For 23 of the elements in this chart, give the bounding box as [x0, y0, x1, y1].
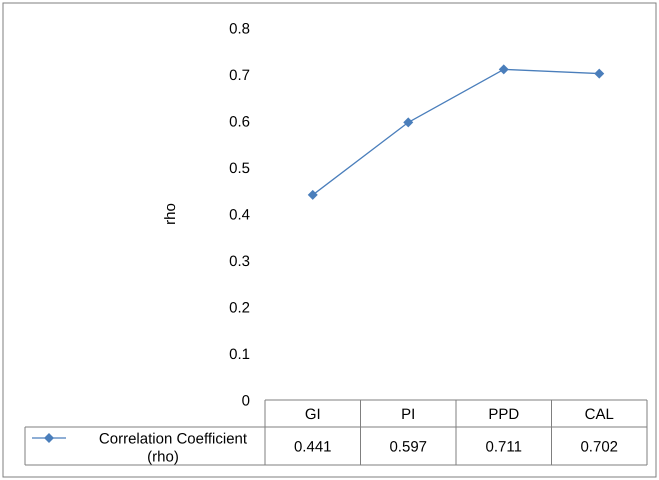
legend-label: Correlation Coefficient (rho) — [98, 430, 248, 466]
data-label: 0.441 — [294, 438, 332, 456]
data-label: 0.702 — [580, 438, 618, 456]
point — [594, 68, 604, 79]
point — [308, 190, 318, 200]
y-tick-label: 0.5 — [229, 160, 250, 177]
y-tick-label: 0.7 — [229, 66, 250, 84]
data-label: 0.711 — [486, 438, 522, 456]
x-tick-label: PI — [401, 406, 416, 423]
point — [498, 64, 509, 74]
x-tick-label: GI — [304, 406, 321, 423]
x-tick-label: PPD — [488, 406, 520, 423]
y-axis-title: rho — [162, 203, 179, 225]
y-tick-label: 0 — [242, 392, 250, 410]
x-tick-label: CAL — [584, 406, 614, 423]
y-tick-label: 0.8 — [229, 20, 250, 38]
y-tick-label: 0.6 — [229, 113, 250, 130]
y-tick-label: 0.1 — [229, 346, 250, 363]
y-tick-label: 0.3 — [229, 252, 250, 270]
y-tick-label: 0.2 — [229, 299, 250, 316]
y-tick-label: 0.4 — [229, 206, 250, 224]
data-label: 0.597 — [389, 438, 428, 456]
point — [403, 117, 414, 128]
